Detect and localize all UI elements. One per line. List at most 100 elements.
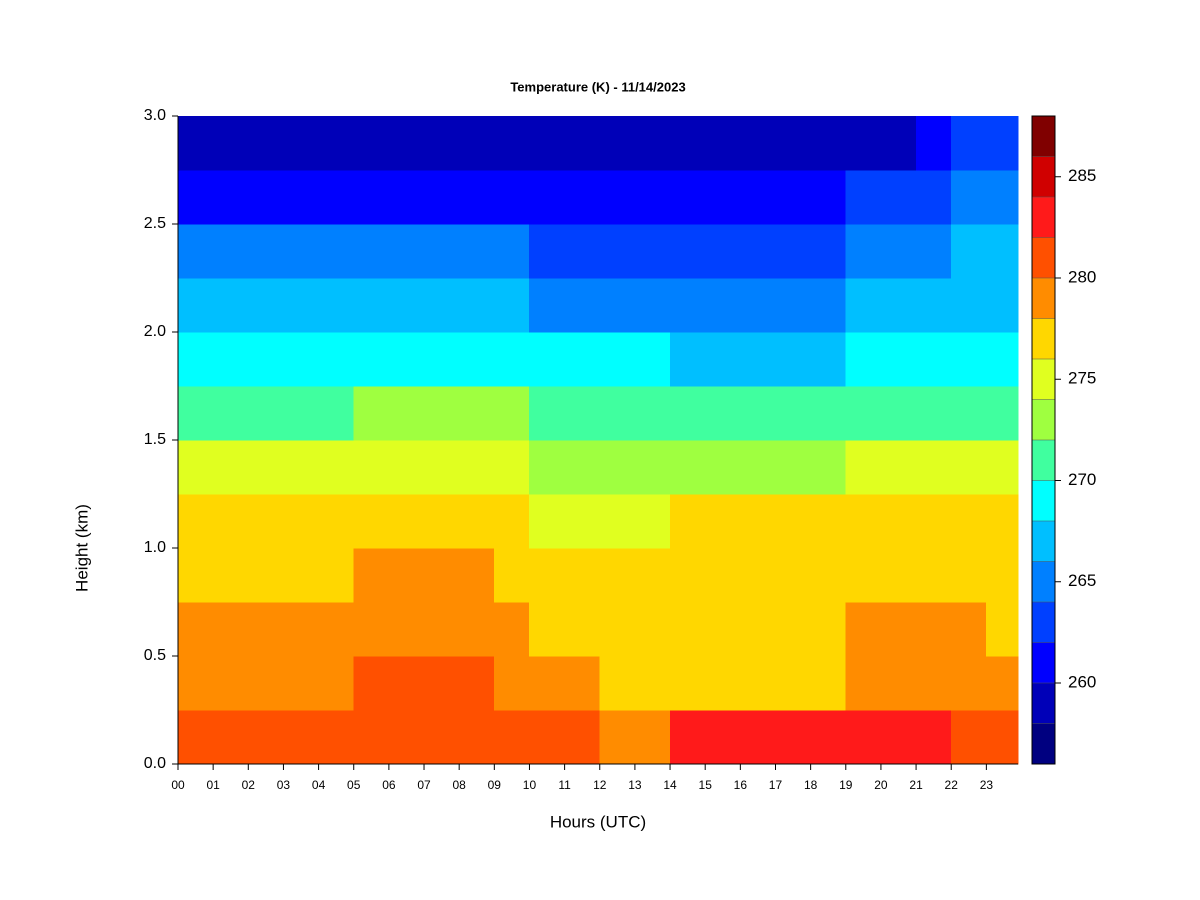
- heat-cell: [529, 223, 565, 279]
- heat-cell: [458, 115, 495, 171]
- heat-cell: [318, 601, 354, 657]
- x-tick-label: 13: [628, 778, 642, 792]
- heat-cell: [494, 331, 530, 387]
- heat-cell: [212, 169, 249, 225]
- heat-cell: [880, 493, 917, 549]
- heat-cell: [423, 439, 460, 495]
- heat-cell: [458, 547, 495, 603]
- heat-cell: [494, 655, 530, 711]
- heat-cell: [950, 115, 987, 171]
- colorbar-band: [1032, 156, 1055, 197]
- heat-cell: [283, 169, 319, 225]
- heat-cell: [353, 601, 390, 657]
- heat-cell: [634, 277, 671, 333]
- heat-cell: [248, 439, 284, 495]
- heat-cell: [740, 709, 776, 765]
- heat-cell: [599, 277, 636, 333]
- heat-cell: [845, 169, 882, 225]
- heat-cell: [529, 331, 565, 387]
- heat-cell: [248, 277, 284, 333]
- heat-cell: [810, 547, 847, 603]
- heat-cell: [740, 493, 776, 549]
- heat-cell: [740, 277, 776, 333]
- heat-cell: [986, 655, 1019, 711]
- heat-cell: [599, 223, 636, 279]
- heat-cell: [353, 277, 390, 333]
- heat-cell: [915, 169, 952, 225]
- heat-cell: [986, 115, 1019, 171]
- colorbar-band: [1032, 642, 1055, 683]
- heat-cell: [915, 709, 952, 765]
- heat-cell: [564, 601, 601, 657]
- heat-cell: [353, 655, 390, 711]
- heat-cell: [494, 169, 530, 225]
- heat-cell: [318, 277, 354, 333]
- heat-cell: [353, 223, 390, 279]
- heat-cell: [248, 547, 284, 603]
- heat-cell: [318, 655, 354, 711]
- heat-cell: [845, 331, 882, 387]
- heat-cell: [775, 277, 811, 333]
- heat-cell: [845, 223, 882, 279]
- heat-cell: [810, 115, 847, 171]
- heat-cell: [353, 439, 390, 495]
- heat-cell: [810, 277, 847, 333]
- y-tick-label: 3.0: [144, 107, 166, 124]
- heat-cell: [986, 169, 1019, 225]
- heat-cell: [775, 547, 811, 603]
- heat-cell: [950, 385, 987, 441]
- heat-cell: [564, 655, 601, 711]
- heat-cell: [950, 709, 987, 765]
- heat-cell: [353, 115, 390, 171]
- heat-cell: [177, 709, 214, 765]
- heat-cell: [388, 277, 425, 333]
- heat-cell: [423, 709, 460, 765]
- heat-cell: [775, 115, 811, 171]
- heat-cell: [986, 547, 1019, 603]
- heat-cell: [494, 439, 530, 495]
- heat-cell: [283, 223, 319, 279]
- heat-cell: [177, 493, 214, 549]
- heat-cell: [880, 277, 917, 333]
- x-tick-label: 03: [277, 778, 291, 792]
- heat-cell: [950, 331, 987, 387]
- heat-cell: [388, 385, 425, 441]
- heat-cell: [177, 169, 214, 225]
- heat-cell: [388, 655, 425, 711]
- heat-cell: [177, 439, 214, 495]
- heat-cell: [599, 331, 636, 387]
- heat-cell: [810, 331, 847, 387]
- heat-cell: [740, 331, 776, 387]
- heat-cell: [915, 385, 952, 441]
- heat-cell: [880, 115, 917, 171]
- heat-cell: [212, 223, 249, 279]
- x-axis-label: Hours (UTC): [550, 812, 646, 831]
- chart-title: Temperature (K) - 11/14/2023: [510, 79, 685, 94]
- heat-cell: [669, 439, 706, 495]
- y-tick-label: 2.0: [144, 323, 166, 340]
- heat-cell: [318, 223, 354, 279]
- heat-cell: [283, 385, 319, 441]
- heat-cell: [318, 709, 354, 765]
- heat-cell: [810, 439, 847, 495]
- heat-cell: [634, 601, 671, 657]
- x-tick-label: 05: [347, 778, 361, 792]
- heat-cell: [248, 385, 284, 441]
- heat-cell: [950, 277, 987, 333]
- heat-cell: [880, 169, 917, 225]
- heat-cell: [423, 223, 460, 279]
- colorbar-band: [1032, 602, 1055, 643]
- heat-cell: [845, 277, 882, 333]
- heat-cell: [423, 601, 460, 657]
- heat-cell: [740, 169, 776, 225]
- heat-cell: [704, 385, 741, 441]
- heat-cell: [845, 547, 882, 603]
- heat-cell: [177, 547, 214, 603]
- heat-cell: [775, 223, 811, 279]
- heat-cell: [353, 385, 390, 441]
- heat-cell: [529, 169, 565, 225]
- heat-cell: [740, 223, 776, 279]
- heat-cell: [634, 223, 671, 279]
- y-tick-label: 2.5: [144, 215, 166, 232]
- heat-cell: [283, 439, 319, 495]
